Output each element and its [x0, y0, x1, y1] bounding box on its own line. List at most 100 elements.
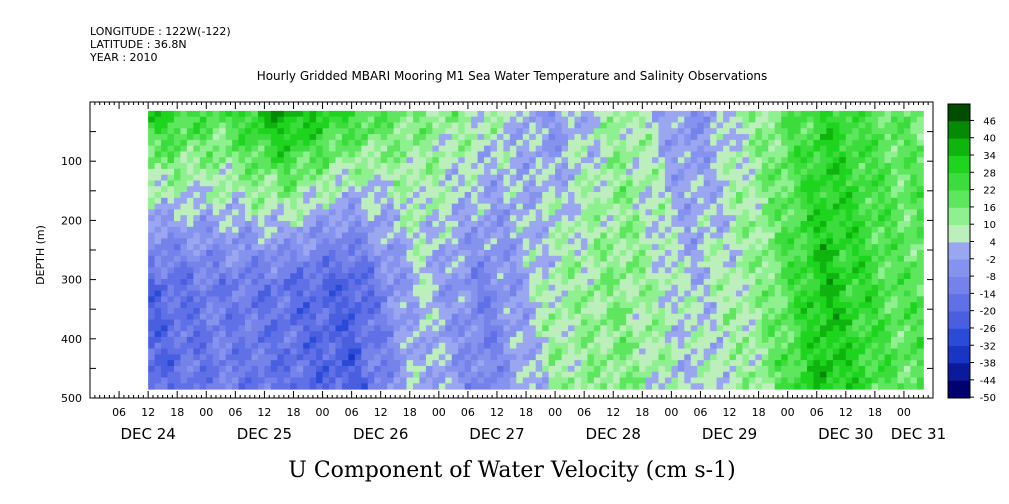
heatmap-cell — [568, 232, 575, 239]
heatmap-cell — [580, 157, 588, 164]
heatmap-cell — [632, 110, 640, 118]
heatmap-cell — [400, 128, 408, 135]
heatmap-cell — [561, 221, 569, 228]
heatmap-cell — [173, 319, 181, 326]
heatmap-cell — [542, 192, 550, 199]
heatmap-cell — [897, 139, 905, 147]
heatmap-cell — [348, 238, 356, 245]
heatmap-cell — [471, 122, 479, 129]
heatmap-cell — [748, 278, 756, 286]
heatmap-cell — [380, 238, 388, 245]
heatmap-cell — [568, 336, 575, 344]
heatmap-cell — [303, 203, 311, 210]
heatmap-cell — [425, 244, 433, 251]
heatmap-cell — [832, 215, 840, 222]
heatmap-cell — [219, 122, 227, 129]
heatmap-cell — [161, 348, 169, 355]
heatmap-cell — [794, 128, 802, 135]
heatmap-cell — [232, 134, 240, 141]
heatmap-cell — [580, 307, 588, 315]
heatmap-cell — [626, 151, 634, 158]
heatmap-cell — [303, 221, 311, 228]
heatmap-cell — [219, 250, 227, 257]
heatmap-cell — [316, 348, 324, 355]
heatmap-cell — [671, 284, 679, 292]
heatmap-cell — [471, 261, 479, 268]
heatmap-cell — [639, 226, 647, 234]
heatmap-cell — [865, 267, 873, 274]
heatmap-cell — [245, 168, 252, 176]
heatmap-cell — [400, 307, 408, 315]
heatmap-cell — [464, 348, 472, 355]
heatmap-cell — [167, 209, 175, 216]
heatmap-cell — [697, 273, 705, 280]
heatmap-cell — [910, 267, 918, 274]
heatmap-cell — [561, 168, 569, 176]
heatmap-cell — [412, 296, 420, 303]
heatmap-cell — [477, 296, 485, 303]
heatmap-cell — [219, 174, 227, 181]
heatmap-cell — [548, 209, 556, 216]
heatmap-cell — [464, 221, 472, 228]
heatmap-cell — [774, 273, 782, 280]
heatmap-cell — [374, 134, 382, 141]
heatmap-cell — [891, 244, 898, 251]
heatmap-cell — [148, 215, 156, 222]
heatmap-cell — [652, 296, 659, 303]
heatmap-cell — [303, 157, 311, 164]
heatmap-cell — [496, 197, 504, 205]
heatmap-cell — [186, 302, 194, 309]
heatmap-cell — [865, 192, 873, 199]
heatmap-cell — [548, 186, 556, 193]
heatmap-cell — [852, 186, 860, 193]
heatmap-cell — [212, 238, 220, 245]
heatmap-cell — [684, 128, 692, 135]
heatmap-cell — [199, 342, 207, 350]
heatmap-cell — [367, 215, 375, 222]
heatmap-cell — [232, 325, 240, 332]
heatmap-cell — [329, 128, 336, 135]
heatmap-cell — [406, 180, 414, 187]
heatmap-cell — [807, 296, 814, 303]
heatmap-cell — [845, 284, 853, 292]
heatmap-cell — [729, 232, 737, 239]
heatmap-cell — [690, 284, 698, 292]
heatmap-cell — [387, 145, 395, 152]
heatmap-cell — [723, 336, 731, 344]
heatmap-cell — [309, 186, 317, 193]
heatmap-cell — [832, 122, 840, 129]
heatmap-cell — [742, 221, 750, 228]
heatmap-cell — [742, 302, 750, 309]
heatmap-cell — [206, 139, 214, 147]
heatmap-cell — [374, 203, 382, 210]
heatmap-cell — [800, 325, 808, 332]
heatmap-cell — [232, 168, 240, 176]
heatmap-cell — [529, 273, 537, 280]
heatmap-cell — [845, 296, 853, 303]
heatmap-cell — [768, 151, 776, 158]
heatmap-cell — [548, 296, 556, 303]
heatmap-cell — [503, 110, 511, 118]
heatmap-cell — [697, 319, 705, 326]
heatmap-cell — [367, 151, 375, 158]
heatmap-cell — [432, 163, 440, 170]
heatmap-cell — [316, 151, 324, 158]
heatmap-cell — [710, 319, 718, 326]
heatmap-cell — [490, 116, 498, 123]
heatmap-cell — [645, 145, 653, 152]
heatmap-cell — [884, 267, 892, 274]
heatmap-cell — [593, 134, 601, 141]
heatmap-cell — [232, 197, 240, 205]
heatmap-cell — [871, 180, 879, 187]
heatmap-cell — [432, 215, 440, 222]
heatmap-cell — [206, 244, 214, 251]
heatmap-cell — [574, 336, 582, 344]
heatmap-cell — [619, 128, 627, 135]
heatmap-cell — [619, 331, 627, 338]
heatmap-cell — [490, 151, 498, 158]
heatmap-cell — [161, 232, 169, 239]
heatmap-cell — [322, 342, 330, 350]
heatmap-cell — [819, 163, 827, 170]
heatmap-cell — [813, 163, 821, 170]
heatmap-cell — [561, 244, 569, 251]
